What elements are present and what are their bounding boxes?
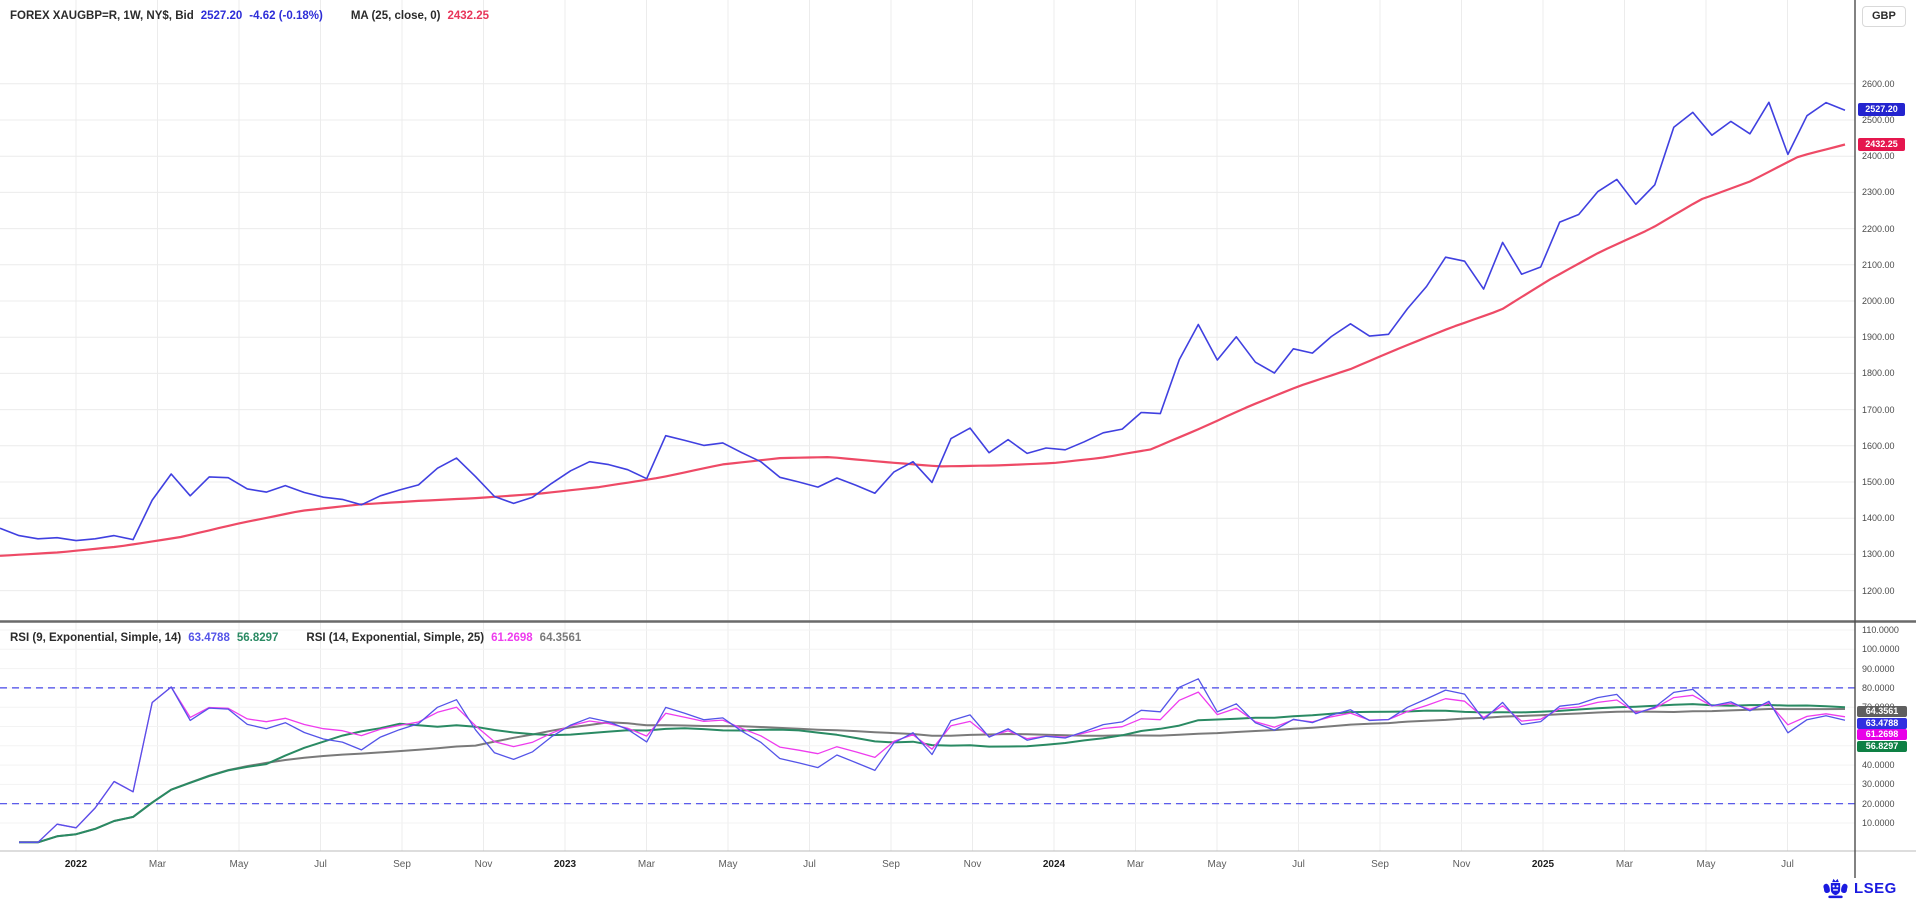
price-axis-tick: 1900.00 (1862, 332, 1895, 343)
instrument-title: FOREX XAUGBP=R, 1W, NY$, Bid (10, 10, 194, 22)
ma-price-badge: 2432.25 (1858, 137, 1905, 151)
rsi-axis-tick: 90.0000 (1862, 663, 1895, 674)
ma-line[interactable] (0, 143, 1846, 557)
rsi14-sma25-line[interactable] (19, 708, 1846, 844)
rsi-axis-tick: 110.0000 (1862, 625, 1899, 635)
price-axis-tick: 1300.00 (1862, 549, 1895, 560)
time-axis-month-label: May (1696, 859, 1716, 870)
time-axis-year-label: 2025 (1531, 859, 1555, 870)
price-axis-tick: 2200.00 (1862, 223, 1895, 234)
time-axis[interactable]: 2022 Mar May Jul Sep Nov 2023 Mar May Jul Sep Nov 20… (0, 853, 1916, 879)
price-axis-tick: 1600.00 (1862, 440, 1895, 451)
time-axis-month-label: Sep (1371, 859, 1389, 870)
price-axis-tick: 2300.00 (1862, 187, 1895, 198)
rsi-value-badge: 61.2698 (1857, 729, 1907, 740)
rsi-value-badge: 56.8297 (1857, 740, 1907, 752)
time-axis-month-label: Jul (803, 859, 816, 870)
rsi-axis-tick: 100.0000 (1862, 644, 1900, 655)
rsi9-sma14-line[interactable] (19, 703, 1846, 844)
price-axis-tick: 1700.00 (1862, 404, 1895, 415)
time-axis-month-label: Mar (637, 859, 656, 870)
rsi-axis-tick: 20.0000 (1862, 798, 1895, 809)
time-axis-month-label: Nov (963, 859, 982, 870)
time-axis-year-label: 2024 (1042, 859, 1066, 870)
rsi-axis-tick: 30.0000 (1862, 779, 1895, 790)
price-axis-tick: 2000.00 (1862, 296, 1895, 306)
rsi-value-badge: 64.3561 (1857, 706, 1907, 717)
time-axis-month-label: Mar (1126, 859, 1145, 870)
change-value: -4.62 (-0.18%) (249, 10, 323, 22)
rsi-lines-group (19, 678, 1846, 844)
time-axis-month-label: May (1207, 859, 1227, 870)
rsi9-line[interactable] (19, 678, 1846, 843)
lseg-crest-icon (1823, 878, 1848, 899)
bid-value: 2527.20 (200, 10, 243, 22)
time-axis-month-label: May (229, 859, 249, 870)
rsi-axis-tick: 40.0000 (1862, 760, 1895, 771)
rsi1-label: RSI (9, Exponential, Simple, 14) (10, 632, 182, 644)
price-axis-tick: 2100.00 (1862, 259, 1895, 270)
price-axis-tick: 1200.00 (1862, 585, 1895, 596)
time-axis-month-label: Jul (314, 859, 327, 870)
lseg-logo-text: LSEG (1854, 879, 1897, 897)
time-axis-month-label: Jul (1292, 859, 1305, 870)
rsi1-signal-value: 56.8297 (236, 632, 279, 644)
currency-axis-button[interactable]: GBP (1862, 6, 1906, 27)
price-axis-tick: 2400.00 (1862, 151, 1895, 162)
time-axis-month-label: Nov (1452, 859, 1471, 870)
price-axis-tick: 1500.00 (1862, 477, 1895, 487)
rsi-value-badge: 63.4788 (1857, 717, 1907, 729)
rsi2-label: RSI (14, Exponential, Simple, 25) (306, 632, 485, 644)
time-axis-month-label: Jul (1781, 859, 1794, 870)
time-axis-year-label: 2022 (64, 859, 88, 870)
time-axis-month-label: Mar (1615, 859, 1634, 870)
rsi-axis-tick: 10.0000 (1862, 818, 1895, 828)
rsi2-value: 61.2698 (491, 632, 533, 644)
rsi14-line[interactable] (19, 686, 1846, 843)
time-axis-month-label: Mar (148, 859, 167, 870)
rsi2-signal-value: 64.3561 (539, 632, 582, 644)
time-axis-month-label: Nov (474, 859, 493, 870)
time-axis-month-label: May (718, 859, 738, 870)
price-axis-tick: 1400.00 (1862, 513, 1895, 524)
bid-price-badge: 2527.20 (1858, 103, 1905, 117)
main-pane-legend[interactable]: FOREX XAUGBP=R, 1W, NY$, Bid 2527.20 -4.… (10, 10, 489, 22)
time-axis-month-label: Sep (882, 859, 900, 870)
rsi1-value: 63.4788 (188, 632, 230, 644)
price-axis-tick: 1800.00 (1862, 368, 1895, 379)
rsi-pane-legend[interactable]: RSI (9, Exponential, Simple, 14) 63.4788… (10, 632, 581, 644)
ma-value: 2432.25 (447, 10, 490, 22)
price-axis-tick: 2500.00 (1862, 115, 1895, 125)
rsi-axis-tick: 80.0000 (1862, 682, 1895, 693)
price-line[interactable] (0, 101, 1846, 542)
lseg-logo: LSEG (1822, 877, 1897, 899)
price-axis-tick: 2600.00 (1862, 78, 1895, 89)
time-axis-month-label: Sep (393, 859, 411, 870)
ma-label: MA (25, close, 0) (350, 10, 441, 22)
time-axis-year-label: 2023 (553, 859, 577, 870)
